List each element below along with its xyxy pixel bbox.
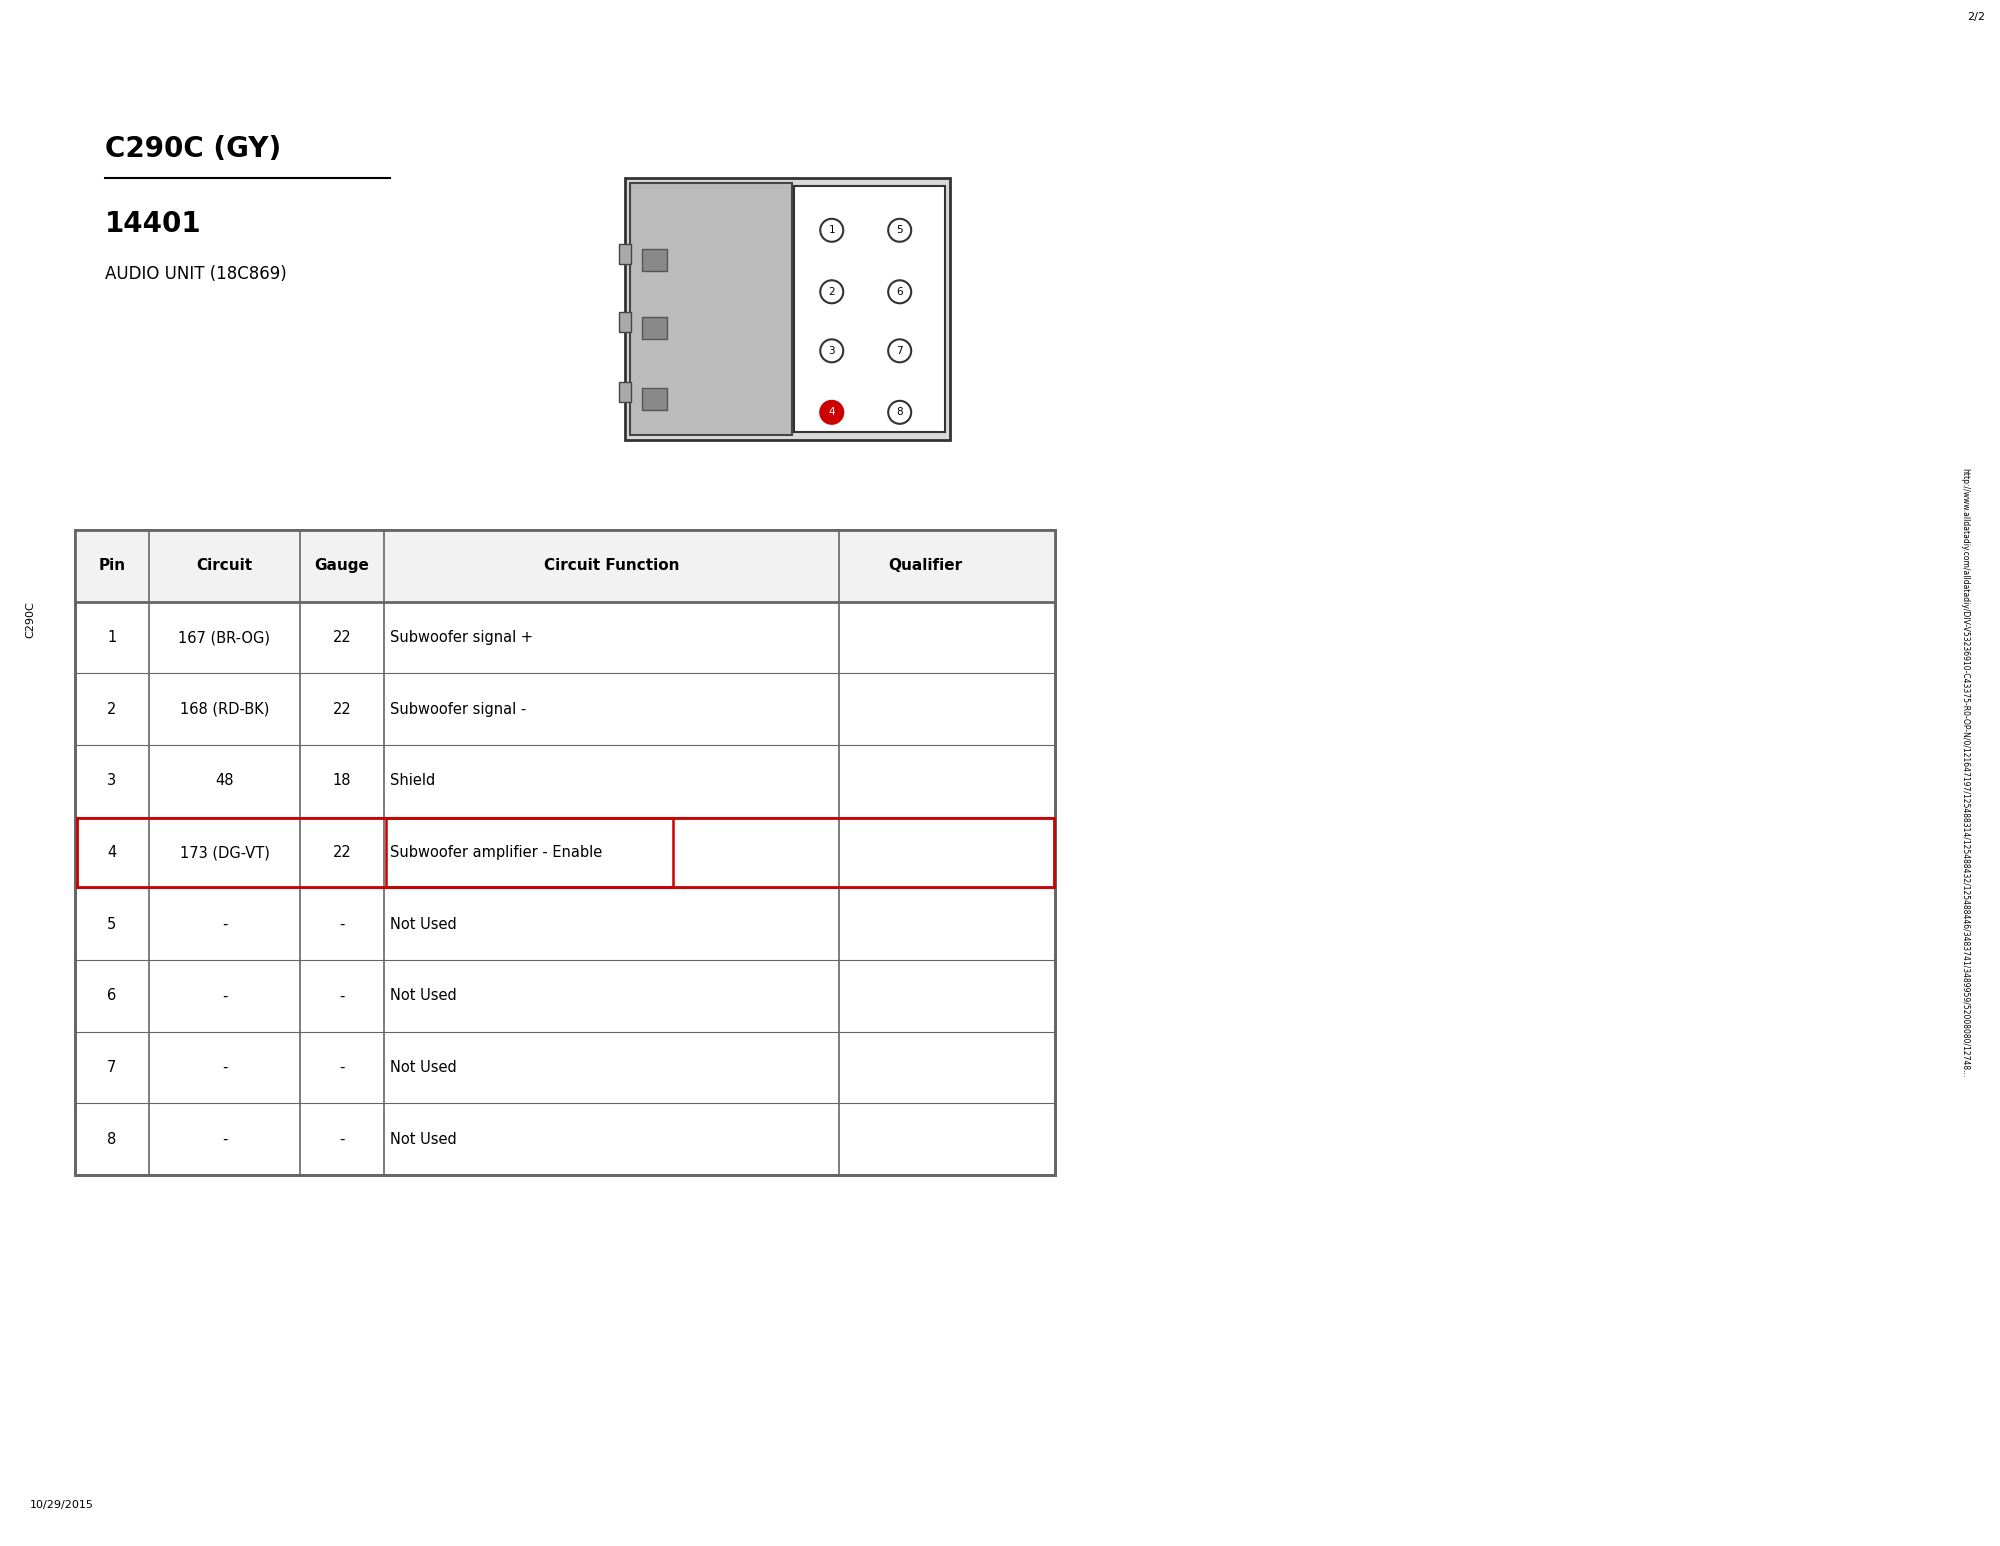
Circle shape	[820, 400, 844, 424]
Text: http://www.alldatadiy.com/alldatadiy/DIV-V53236910-C43375-R0-OP-N/0/121647197/12: http://www.alldatadiy.com/alldatadiy/DIV…	[1960, 468, 1970, 1078]
Text: C290C (GY): C290C (GY)	[104, 135, 282, 162]
Text: Not Used: Not Used	[390, 917, 456, 932]
Text: 18: 18	[332, 773, 352, 788]
Text: -: -	[340, 1061, 344, 1074]
Bar	[76, 818, 1054, 887]
Bar	[630, 182, 792, 434]
Text: 1: 1	[828, 226, 836, 235]
Text: 173 (DG-VT): 173 (DG-VT)	[180, 846, 270, 860]
Text: 5: 5	[108, 917, 116, 932]
Text: 168 (RD-BK): 168 (RD-BK)	[180, 702, 270, 717]
Circle shape	[888, 220, 912, 241]
Text: -: -	[222, 917, 228, 932]
Text: 3: 3	[108, 773, 116, 788]
Bar	[76, 530, 1056, 601]
Text: -: -	[340, 988, 344, 1003]
Bar	[642, 388, 668, 410]
Text: 167 (BR-OG): 167 (BR-OG)	[178, 631, 270, 645]
Text: Pin: Pin	[98, 558, 126, 574]
Text: 2: 2	[108, 702, 116, 717]
Bar	[386, 818, 672, 887]
Bar	[624, 178, 950, 441]
Text: Subwoofer signal +: Subwoofer signal +	[390, 631, 532, 645]
Text: 22: 22	[332, 631, 352, 645]
Bar	[642, 249, 668, 271]
Text: Not Used: Not Used	[390, 1061, 456, 1074]
Text: 7: 7	[896, 346, 904, 356]
Bar	[76, 530, 1056, 1175]
Text: -: -	[222, 1061, 228, 1074]
Text: 1: 1	[108, 631, 116, 645]
Circle shape	[888, 400, 912, 424]
Text: 48: 48	[216, 773, 234, 788]
Circle shape	[888, 339, 912, 362]
Text: Subwoofer amplifier - Enable: Subwoofer amplifier - Enable	[390, 846, 602, 860]
Text: 3: 3	[828, 346, 836, 356]
Bar	[620, 312, 632, 332]
Text: -: -	[340, 1132, 344, 1147]
Text: 8: 8	[896, 407, 904, 417]
Bar	[794, 186, 946, 431]
Text: C290C: C290C	[24, 601, 36, 638]
Text: 10/29/2015: 10/29/2015	[30, 1500, 94, 1510]
Text: 6: 6	[108, 988, 116, 1003]
Text: Not Used: Not Used	[390, 1132, 456, 1147]
Text: 8: 8	[108, 1132, 116, 1147]
Text: Circuit Function: Circuit Function	[544, 558, 680, 574]
Text: 14401: 14401	[104, 210, 202, 238]
Text: 4: 4	[828, 407, 836, 417]
Circle shape	[820, 280, 844, 303]
Text: 22: 22	[332, 846, 352, 860]
Text: 5: 5	[896, 226, 904, 235]
Text: Shield: Shield	[390, 773, 434, 788]
Text: 7: 7	[108, 1061, 116, 1074]
Text: Gauge: Gauge	[314, 558, 370, 574]
Text: 2: 2	[828, 286, 836, 297]
Text: 6: 6	[896, 286, 904, 297]
Text: 2/2: 2/2	[1968, 12, 1986, 22]
Circle shape	[820, 220, 844, 241]
Bar	[620, 382, 632, 402]
Text: Not Used: Not Used	[390, 988, 456, 1003]
Bar	[642, 317, 668, 339]
Bar	[76, 530, 1056, 1175]
Text: Circuit: Circuit	[196, 558, 252, 574]
Bar	[620, 244, 632, 264]
Text: -: -	[222, 988, 228, 1003]
Text: Qualifier: Qualifier	[888, 558, 962, 574]
Text: AUDIO UNIT (18C869): AUDIO UNIT (18C869)	[104, 264, 286, 283]
Text: 4: 4	[108, 846, 116, 860]
Text: -: -	[222, 1132, 228, 1147]
Text: 22: 22	[332, 702, 352, 717]
Circle shape	[888, 280, 912, 303]
Circle shape	[820, 339, 844, 362]
Text: -: -	[340, 917, 344, 932]
Text: Subwoofer signal -: Subwoofer signal -	[390, 702, 526, 717]
